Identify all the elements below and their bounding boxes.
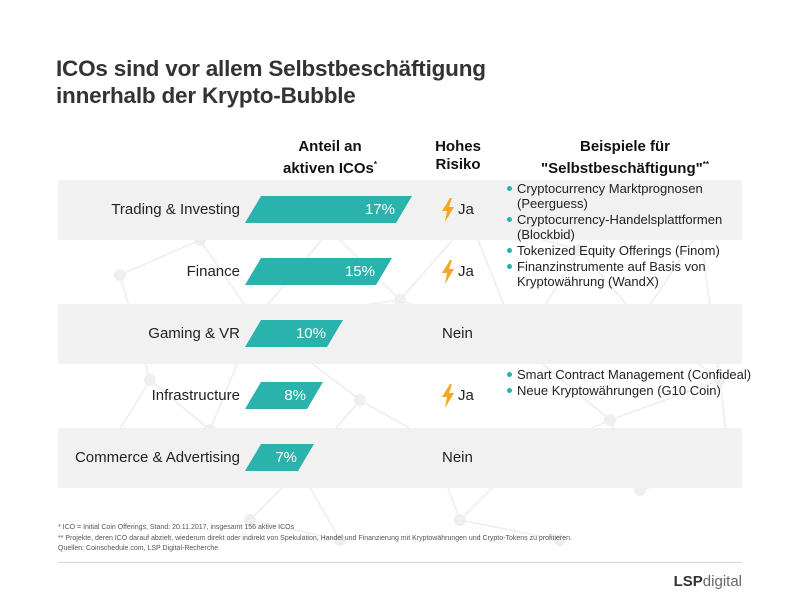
risk-label: Nein xyxy=(442,325,473,342)
footer-divider xyxy=(58,562,742,563)
network-node xyxy=(354,394,366,406)
network-node xyxy=(244,514,256,526)
example-text: Smart Contract Management (Confideal) xyxy=(517,367,752,382)
network-node xyxy=(714,374,726,386)
example-text: Neue Kryptowährungen (G10 Coin) xyxy=(517,383,721,398)
bar-value-label: 7% xyxy=(275,449,297,466)
footnote-1: * ICO = Initial Coin Offerings, Stand: 2… xyxy=(58,524,295,531)
category-label: Gaming & VR xyxy=(148,325,240,342)
bullet-icon xyxy=(507,388,512,393)
network-node xyxy=(554,534,566,546)
lightning-icon xyxy=(442,198,454,222)
header-share-text: aktiven ICOs xyxy=(283,160,374,177)
examples-list: Cryptocurrency Marktprognosen (Peerguess… xyxy=(506,181,756,243)
header-share: Anteil an aktiven ICOs* xyxy=(265,138,395,178)
network-node xyxy=(144,374,156,386)
lsp-digital-logo: LSPdigital xyxy=(674,573,742,590)
category-label: Infrastructure xyxy=(151,387,240,404)
bar-value-label: 8% xyxy=(284,387,306,404)
category-label: Finance xyxy=(186,263,240,280)
network-node xyxy=(114,269,126,281)
network-node xyxy=(394,294,406,306)
example-item: Tokenized Equity Offerings (Finom) xyxy=(506,243,756,258)
example-text: Tokenized Equity Offerings (Finom) xyxy=(517,243,720,258)
header-examples-line-2: "Selbstbeschäftigung"** xyxy=(530,156,720,178)
page-title: ICOs sind vor allem Selbstbeschäftigung … xyxy=(56,55,656,109)
network-edge xyxy=(459,519,561,541)
example-item: Cryptocurrency Marktprognosen (Peerguess… xyxy=(506,181,756,211)
network-node xyxy=(574,244,586,256)
example-item: Neue Kryptowährungen (G10 Coin) xyxy=(506,383,756,398)
bar: 15% xyxy=(245,258,392,285)
category-label: Trading & Investing xyxy=(111,201,240,218)
network-node xyxy=(454,514,466,526)
example-item: Finanzinstrumente auf Basis von Kryptowä… xyxy=(506,259,756,289)
risk-label: Ja xyxy=(458,263,474,280)
lightning-icon xyxy=(442,260,454,284)
title-line-2: innerhalb der Krypto-Bubble xyxy=(56,83,356,108)
network-edge xyxy=(149,379,211,431)
network-edge xyxy=(609,379,721,421)
network-edge xyxy=(119,239,201,276)
row-band xyxy=(58,304,742,364)
bullet-icon xyxy=(507,186,512,191)
bar: 10% xyxy=(245,320,343,347)
header-share-line-2: aktiven ICOs* xyxy=(265,156,395,178)
bullet-icon xyxy=(507,372,512,377)
logo-bold: LSP xyxy=(673,573,703,590)
footnotes: * ICO = Initial Coin Offerings, Stand: 2… xyxy=(58,523,572,555)
logo-light: digital xyxy=(702,573,742,590)
footnote-2: ** Projekte, deren ICO darauf abzielt, w… xyxy=(58,534,572,542)
example-text: Cryptocurrency-Handelsplattformen (Block… xyxy=(517,212,723,242)
network-node xyxy=(334,534,346,546)
bullet-icon xyxy=(507,248,512,253)
bullet-icon xyxy=(507,217,512,222)
example-item: Cryptocurrency-Handelsplattformen (Block… xyxy=(506,212,756,242)
examples-list: Tokenized Equity Offerings (Finom) Finanz… xyxy=(506,243,756,290)
examples-list: Smart Contract Management (Confideal) Neu… xyxy=(506,367,756,399)
bar-value-label: 17% xyxy=(364,201,395,218)
network-node xyxy=(604,414,616,426)
header-risk-line-2: Risiko xyxy=(435,156,481,173)
bar: 17% xyxy=(245,196,412,223)
header-examples: Beispiele für "Selbstbeschäftigung"** xyxy=(530,138,720,178)
example-text: Cryptocurrency Marktprognosen (Peerguess… xyxy=(517,181,703,211)
risk-label: Ja xyxy=(458,201,474,218)
network-edge xyxy=(249,519,341,541)
header-examples-text: "Selbstbeschäftigung" xyxy=(541,160,703,177)
header-risk: Hohes Risiko xyxy=(418,138,498,174)
category-label: Commerce & Advertising xyxy=(74,449,240,466)
header-risk-line-1: Hohes xyxy=(435,138,481,155)
bar-value-label: 10% xyxy=(295,325,326,342)
header-share-line-1: Anteil an xyxy=(298,138,362,155)
bullet-icon xyxy=(507,264,512,269)
risk-label: Ja xyxy=(458,387,474,404)
bar-value-label: 15% xyxy=(344,263,375,280)
lightning-icon xyxy=(442,384,454,408)
risk-label: Nein xyxy=(442,449,473,466)
example-text: Finanzinstrumente auf Basis von Kryptowä… xyxy=(517,259,706,289)
header-examples-line-1: Beispiele für xyxy=(579,138,671,155)
header-examples-mark: ** xyxy=(702,160,709,169)
title-line-1: ICOs sind vor allem Selbstbeschäftigung xyxy=(56,56,486,81)
example-item: Smart Contract Management (Confideal) xyxy=(506,367,756,382)
row-band xyxy=(58,428,742,488)
footnote-sources: Quellen: Coinschedule.com, LSP Digital-R… xyxy=(58,545,219,552)
header-share-mark: * xyxy=(373,160,377,169)
